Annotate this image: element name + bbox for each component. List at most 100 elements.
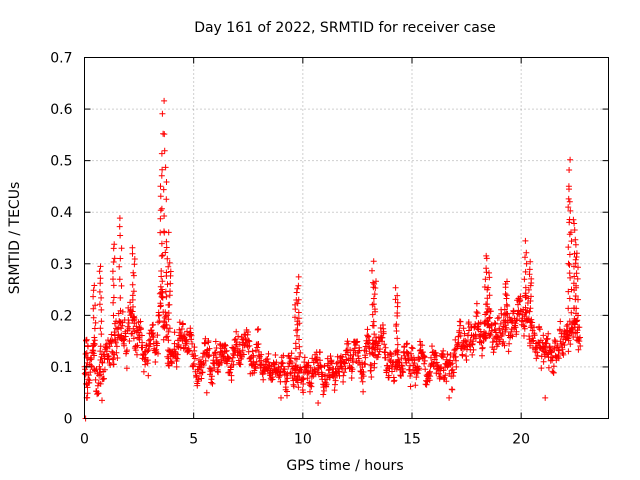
data-point <box>373 278 379 285</box>
data-point <box>245 337 252 344</box>
data-point <box>469 351 476 358</box>
data-point <box>392 296 399 303</box>
data-point <box>540 358 547 365</box>
data-point <box>540 332 547 339</box>
data-point <box>321 363 328 370</box>
data-point <box>296 353 303 360</box>
data-point <box>118 282 125 289</box>
data-point <box>99 397 105 404</box>
data-point <box>208 373 215 380</box>
data-point <box>173 363 180 370</box>
data-point <box>426 369 433 376</box>
data-point <box>531 332 538 339</box>
data-point <box>116 276 123 283</box>
data-point <box>422 366 429 373</box>
data-point <box>91 282 98 289</box>
data-point <box>250 352 257 359</box>
data-point <box>159 286 165 293</box>
data-point <box>280 352 287 359</box>
data-point <box>314 354 321 361</box>
data-point <box>370 295 377 302</box>
data-point <box>560 351 567 358</box>
data-point <box>300 376 307 383</box>
data-point <box>161 213 168 219</box>
data-point <box>181 332 188 338</box>
data-point <box>522 237 529 244</box>
data-point <box>370 279 376 286</box>
data-point <box>522 304 529 311</box>
data-point <box>95 390 102 397</box>
data-point <box>159 294 166 301</box>
data-point <box>260 361 267 368</box>
plot-frame <box>84 57 609 419</box>
data-point <box>575 296 581 303</box>
data-point <box>575 312 581 319</box>
data-point <box>572 293 579 299</box>
data-point <box>570 216 577 223</box>
data-point <box>566 251 573 258</box>
data-point <box>486 269 492 276</box>
data-point <box>542 339 549 346</box>
data-point <box>160 309 167 316</box>
data-point <box>465 319 472 326</box>
data-point <box>294 285 301 292</box>
data-point <box>158 240 165 247</box>
data-point <box>304 375 311 382</box>
data-point <box>521 332 527 339</box>
data-point <box>145 347 152 354</box>
data-point <box>163 293 170 300</box>
data-point <box>470 346 477 353</box>
data-point <box>412 382 419 389</box>
data-point <box>283 378 290 385</box>
data-point <box>142 361 149 368</box>
data-point <box>576 324 583 331</box>
data-point <box>527 258 534 265</box>
data-point <box>90 293 97 300</box>
data-point <box>130 272 137 279</box>
data-point <box>340 378 347 385</box>
data-point <box>449 360 456 367</box>
data-point <box>157 183 164 190</box>
data-point <box>440 354 447 361</box>
data-point <box>347 346 354 353</box>
data-point <box>485 284 492 291</box>
data-point <box>568 229 574 236</box>
data-point <box>341 360 348 367</box>
data-point <box>565 244 572 251</box>
data-point <box>404 340 411 347</box>
data-point <box>564 321 571 328</box>
data-point <box>92 319 99 326</box>
data-point <box>296 343 303 350</box>
data-point <box>163 238 170 245</box>
data-point <box>421 360 428 367</box>
data-point <box>386 356 393 363</box>
data-point <box>568 286 575 293</box>
data-point <box>87 369 94 376</box>
data-point <box>556 347 563 354</box>
data-point <box>482 318 489 325</box>
data-point <box>483 265 490 272</box>
data-point <box>429 343 435 350</box>
data-point <box>110 259 117 265</box>
data-point <box>90 305 97 312</box>
data-point <box>315 400 322 406</box>
data-point <box>571 263 577 270</box>
data-point <box>202 335 209 342</box>
data-point <box>407 362 413 369</box>
data-point <box>566 186 572 193</box>
data-point <box>101 366 108 373</box>
data-point <box>110 312 117 319</box>
data-point <box>164 255 171 262</box>
data-point <box>500 338 507 345</box>
data-point <box>526 308 533 315</box>
data-point <box>195 376 202 383</box>
data-point <box>165 316 172 323</box>
data-point <box>419 342 426 349</box>
data-point <box>411 357 418 364</box>
data-point <box>421 353 428 360</box>
data-point <box>135 329 142 336</box>
data-point <box>117 294 124 301</box>
data-point <box>290 383 297 390</box>
data-point <box>446 394 453 401</box>
data-point <box>362 361 369 368</box>
